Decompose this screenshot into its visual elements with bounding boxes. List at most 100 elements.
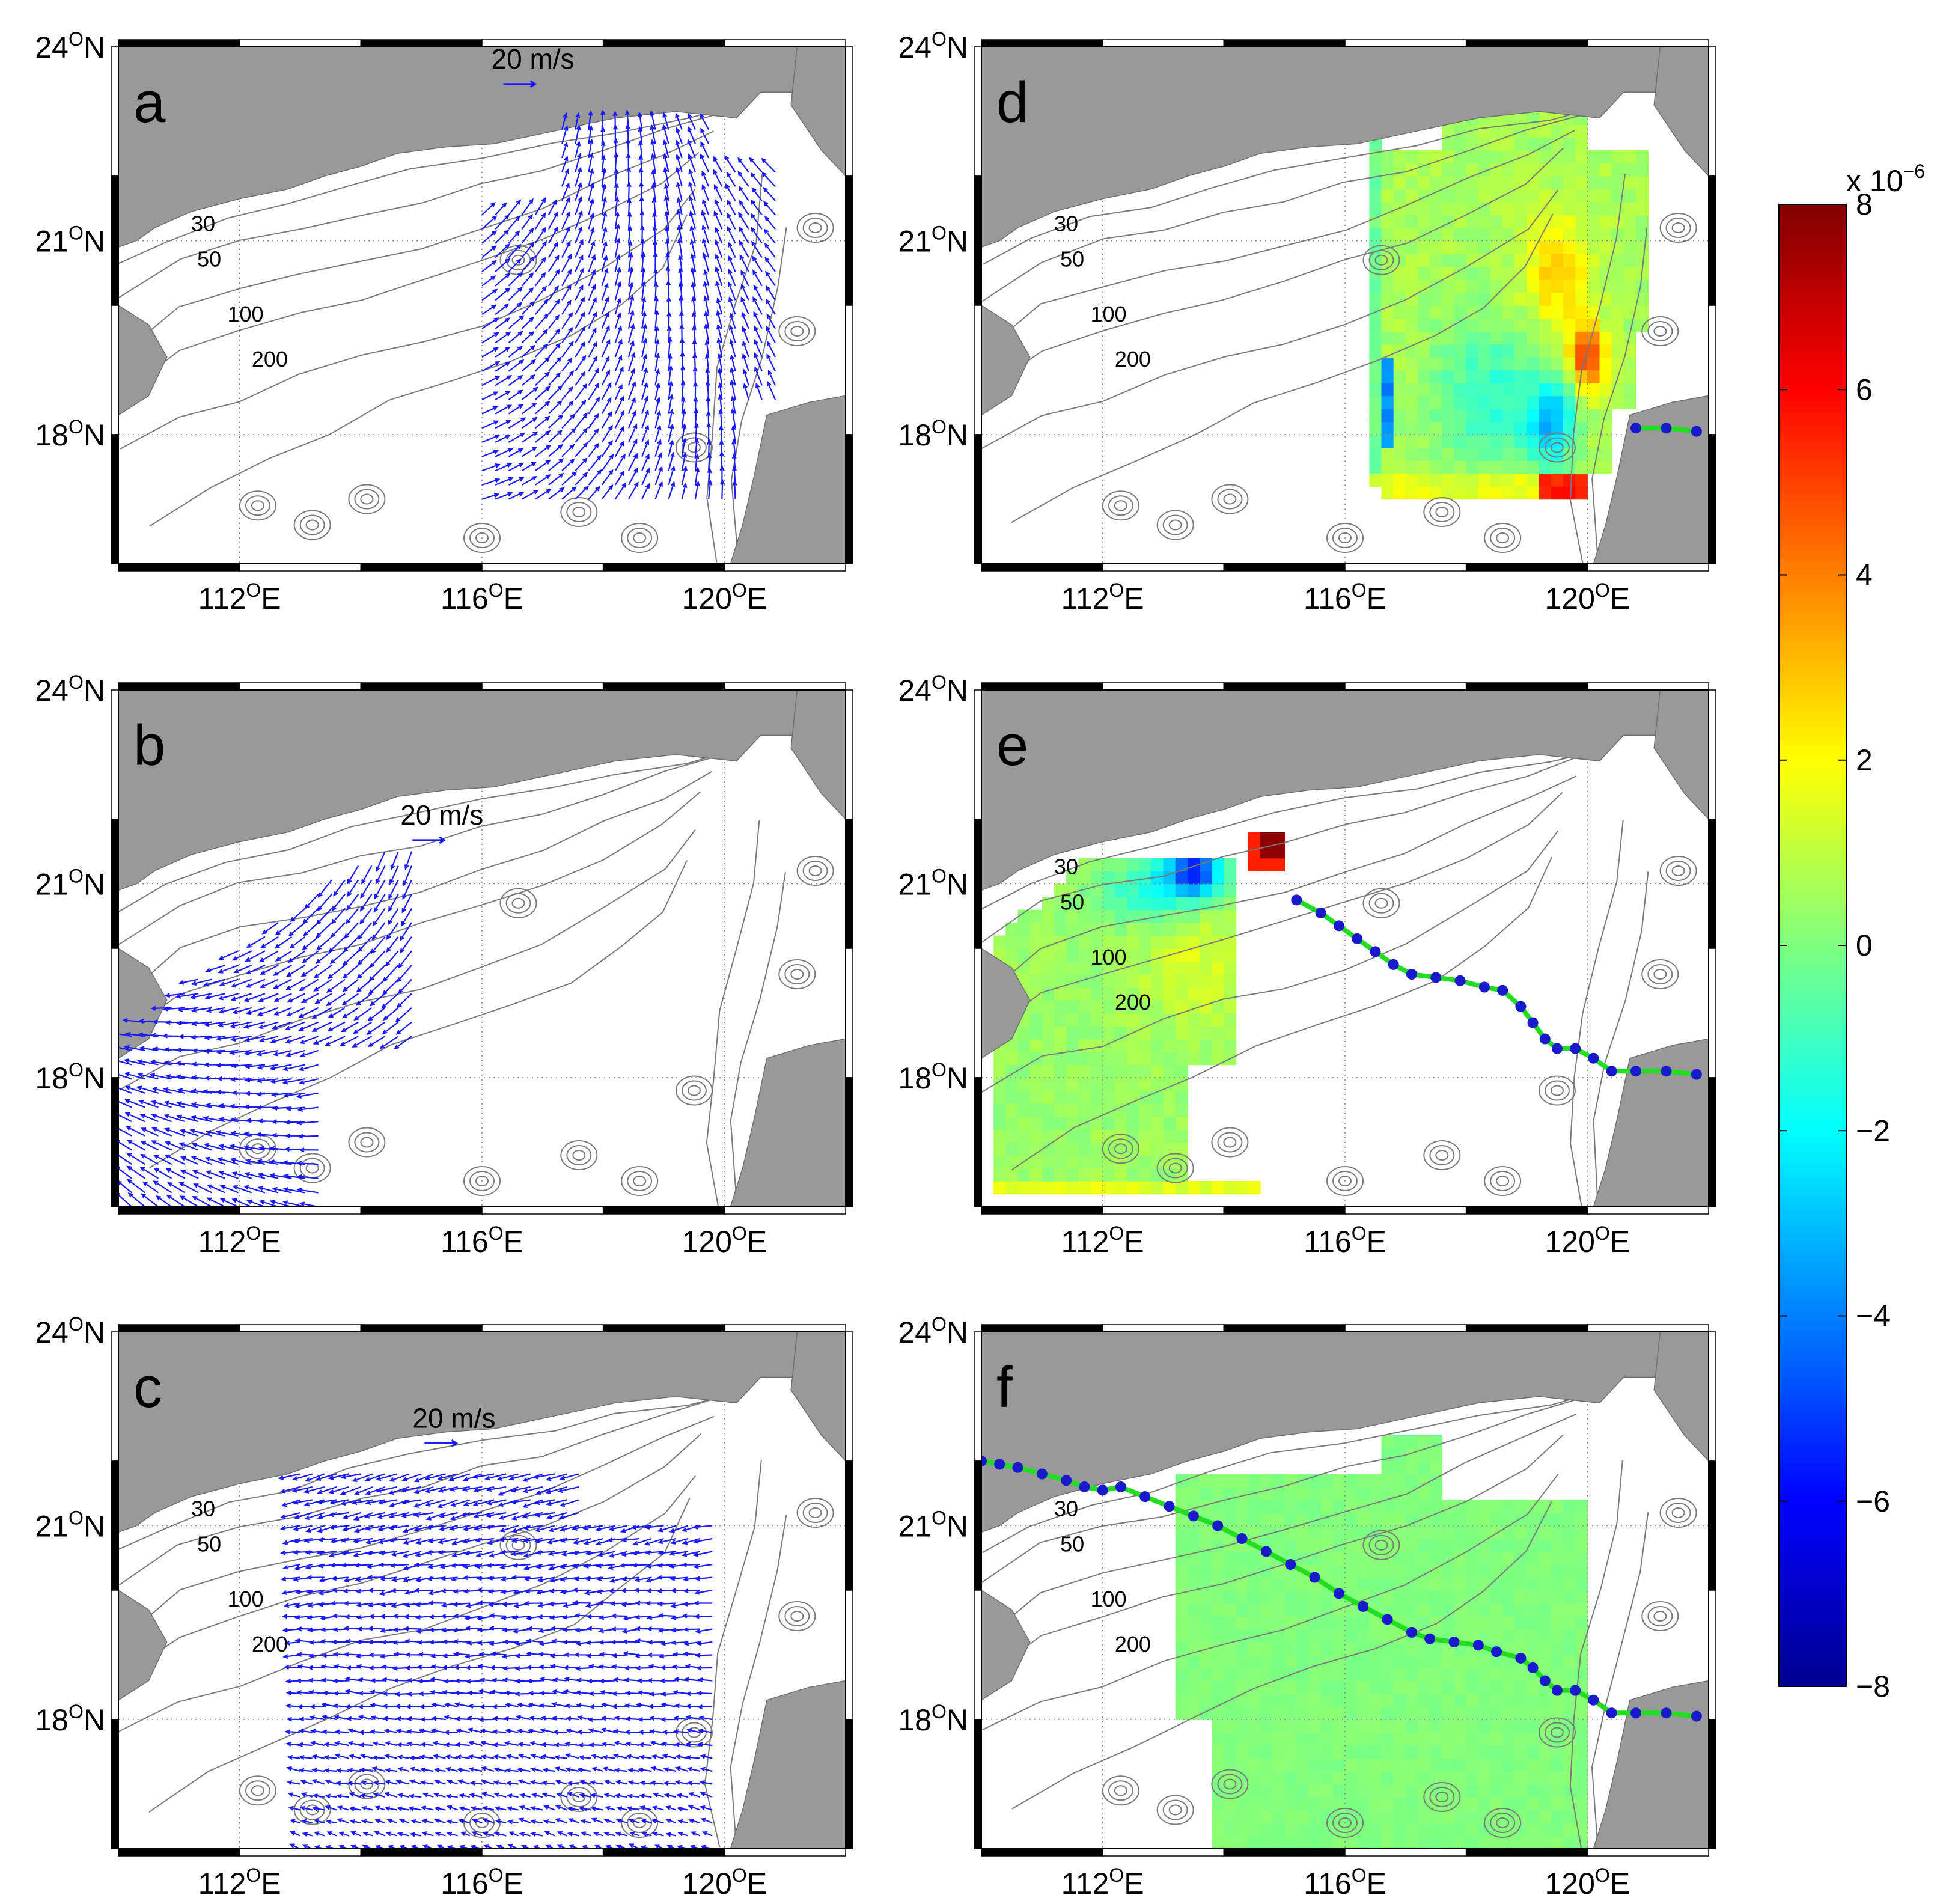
wind-vector bbox=[614, 1715, 628, 1721]
field-cell bbox=[1066, 1013, 1079, 1027]
wind-vector bbox=[739, 254, 749, 272]
wind-vector bbox=[385, 950, 399, 967]
field-cell bbox=[1430, 266, 1443, 280]
seamount-contour bbox=[1332, 1813, 1358, 1833]
wind-vector bbox=[676, 1806, 688, 1811]
field-cell bbox=[1224, 1487, 1237, 1501]
field-cell bbox=[1454, 1784, 1467, 1798]
field-cell bbox=[1200, 1680, 1212, 1694]
wind-vector bbox=[420, 1780, 434, 1786]
field-cell bbox=[1563, 1539, 1576, 1552]
wind-vector bbox=[299, 1078, 319, 1085]
wind-vector bbox=[359, 908, 373, 925]
field-cell bbox=[1514, 435, 1528, 448]
taiwan bbox=[1653, 690, 1709, 820]
wind-vector bbox=[204, 1035, 225, 1040]
field-cell bbox=[1224, 1823, 1237, 1837]
wind-vector bbox=[627, 340, 635, 358]
field-cell bbox=[1332, 1835, 1346, 1849]
wind-vector bbox=[650, 139, 656, 159]
wind-vector bbox=[535, 430, 551, 443]
field-cell bbox=[1454, 279, 1467, 293]
field-cell bbox=[1527, 1680, 1540, 1694]
field-cell bbox=[1563, 1525, 1576, 1539]
seamount-contour bbox=[511, 897, 525, 909]
wind-vector bbox=[311, 1779, 325, 1785]
wind-vector bbox=[730, 408, 736, 429]
frame-segment bbox=[360, 39, 483, 47]
frame-segment bbox=[974, 46, 982, 177]
contour-label: 50 bbox=[1060, 1532, 1084, 1557]
field-cell bbox=[1345, 1680, 1358, 1694]
wind-vector bbox=[481, 406, 498, 415]
wind-vector bbox=[683, 1641, 701, 1646]
wind-vector bbox=[715, 253, 723, 272]
field-cell bbox=[1224, 961, 1237, 975]
field-cell bbox=[1599, 228, 1612, 242]
field-cell bbox=[1527, 1564, 1540, 1578]
field-cell bbox=[1623, 240, 1636, 254]
wind-vector bbox=[316, 1525, 337, 1533]
wind-vector bbox=[397, 1754, 410, 1760]
seamount-contour bbox=[790, 326, 804, 337]
field-cell bbox=[1381, 1835, 1394, 1849]
wind-vector bbox=[538, 1628, 555, 1634]
wind-vector bbox=[446, 1831, 458, 1837]
field-cell bbox=[1187, 961, 1200, 975]
field-cell bbox=[1224, 923, 1237, 936]
wind-vector bbox=[561, 240, 571, 258]
field-cell bbox=[1551, 1500, 1564, 1513]
seamount-contour bbox=[1665, 861, 1691, 881]
field-cell bbox=[1466, 1525, 1479, 1539]
wind-vector bbox=[750, 172, 763, 187]
wind-vector bbox=[717, 353, 723, 371]
field-cell bbox=[1042, 1181, 1055, 1195]
field-cell bbox=[1200, 1564, 1212, 1578]
seamount-contour bbox=[566, 1145, 592, 1165]
field-cell bbox=[1405, 1551, 1418, 1565]
colorbar-tick-label: 4 bbox=[1856, 558, 1873, 592]
field-cell bbox=[1066, 871, 1079, 885]
seamount-contour bbox=[1653, 326, 1667, 337]
wind-vector bbox=[603, 1818, 616, 1824]
field-cell bbox=[1212, 1668, 1225, 1682]
field-cell bbox=[1114, 987, 1127, 1001]
field-cell bbox=[1502, 1706, 1516, 1720]
wind-vector bbox=[275, 950, 292, 962]
wind-vector bbox=[358, 1715, 373, 1721]
field-cell bbox=[1260, 1629, 1273, 1643]
field-cell bbox=[1381, 1680, 1394, 1694]
field-cell bbox=[1090, 1052, 1103, 1066]
wind-vector bbox=[699, 112, 710, 130]
seamount-contour bbox=[348, 1127, 386, 1158]
field-cell bbox=[1369, 1487, 1382, 1501]
wind-vector bbox=[118, 1166, 132, 1179]
wind-vector bbox=[614, 223, 621, 243]
frame-segment bbox=[118, 1848, 240, 1857]
field-cell bbox=[1345, 1706, 1358, 1720]
wind-vector bbox=[717, 367, 723, 386]
field-cell bbox=[1248, 1771, 1261, 1785]
seamount-contour bbox=[1114, 500, 1127, 511]
wind-vector bbox=[534, 257, 546, 272]
field-cell bbox=[1527, 202, 1540, 216]
field-cell bbox=[1599, 266, 1612, 280]
track-point bbox=[1551, 1685, 1563, 1696]
wind-vector bbox=[614, 395, 624, 415]
field-cell bbox=[1623, 370, 1636, 383]
seamount-contour bbox=[1108, 1780, 1133, 1801]
wind-vector bbox=[694, 1589, 713, 1595]
field-cell bbox=[1090, 961, 1103, 975]
wind-vector bbox=[390, 851, 399, 871]
field-cell bbox=[1005, 1039, 1019, 1052]
seamount-contour bbox=[572, 1150, 586, 1161]
field-cell bbox=[1200, 1474, 1212, 1488]
wind-vector bbox=[304, 893, 319, 909]
frame-segment bbox=[1708, 1077, 1716, 1207]
field-cell bbox=[1466, 1616, 1479, 1630]
wind-vector bbox=[514, 1641, 531, 1646]
field-cell bbox=[1114, 1064, 1127, 1078]
field-cell bbox=[1308, 1500, 1322, 1513]
field-cell bbox=[1430, 1758, 1443, 1772]
